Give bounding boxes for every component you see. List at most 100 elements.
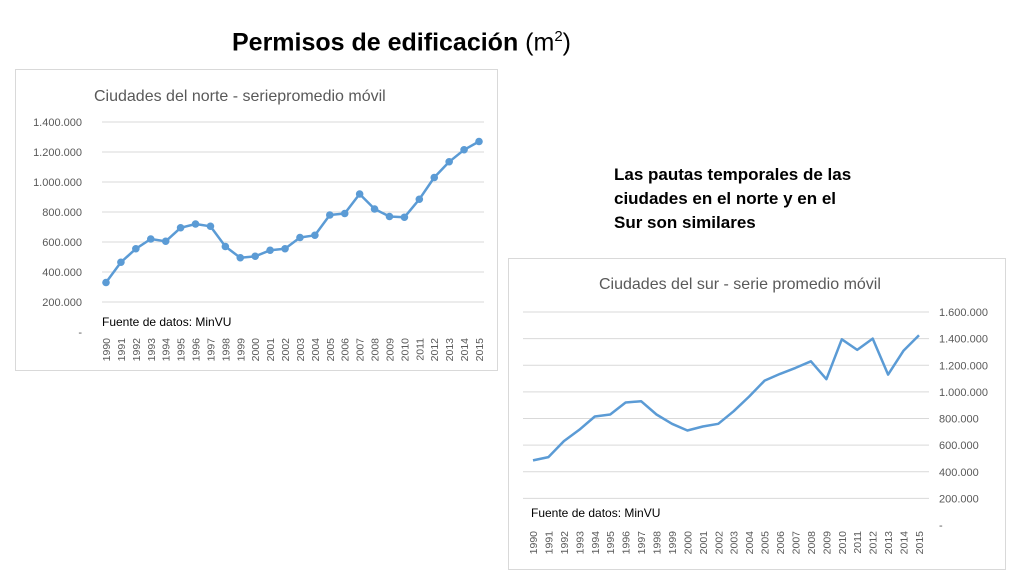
north-x-tick-label: 2008 xyxy=(370,338,382,362)
conclusion-note: Las pautas temporales de las ciudades en… xyxy=(614,165,852,232)
south-x-tick-label: 1998 xyxy=(652,531,664,555)
north-x-tick-label: 2000 xyxy=(250,338,262,362)
south-x-tick-label: 1996 xyxy=(621,531,633,555)
south-x-tick-label: 1995 xyxy=(605,531,617,555)
south-x-tick-label: 2000 xyxy=(682,531,694,555)
north-data-point xyxy=(281,244,289,253)
north-data-point xyxy=(221,242,230,251)
south-y-tick-label: 1.400.000 xyxy=(939,334,988,346)
north-x-tick-label: 2004 xyxy=(310,338,322,362)
north-data-point xyxy=(146,235,155,243)
south-y-tick-label: 1.200.000 xyxy=(939,360,988,372)
north-x-tick-label: 2013 xyxy=(444,338,456,362)
north-x-tick-label: 2010 xyxy=(399,338,411,362)
south-x-tick-label: 2014 xyxy=(899,531,911,555)
north-x-tick-label: 1995 xyxy=(176,338,188,362)
south-x-tick-label: 2005 xyxy=(760,531,772,555)
north-x-tick-label: 1997 xyxy=(205,338,217,362)
south-series-line xyxy=(532,334,920,462)
north-data-point xyxy=(206,222,215,231)
south-x-tick-label: 1993 xyxy=(574,531,586,555)
north-x-tick-label: 2009 xyxy=(384,338,396,362)
north-x-tick-label: 1991 xyxy=(116,338,128,362)
north-data-point xyxy=(251,252,259,261)
south-x-tick-label: 1991 xyxy=(543,531,555,555)
south-y-tick-label: 200.000 xyxy=(939,493,979,505)
south-x-tick-label: 2004 xyxy=(744,531,756,555)
south-x-tick-label: 2009 xyxy=(821,531,833,555)
north-x-tick-label: 1999 xyxy=(235,338,247,362)
north-x-tick-label: 2011 xyxy=(414,338,426,361)
north-chart-title: Ciudades del norte - seriepromedio móvil xyxy=(94,88,386,105)
north-x-tick-label: 2001 xyxy=(265,338,277,362)
north-y-tick-label: 600.000 xyxy=(42,237,82,249)
south-chart-panel: Ciudades del sur - serie promedio móvil -… xyxy=(508,258,1006,570)
south-source-note: Fuente de datos: MinVU xyxy=(531,506,660,520)
north-data-point xyxy=(176,223,185,232)
south-y-tick-label: 1.600.000 xyxy=(939,307,988,319)
north-data-point xyxy=(132,244,140,253)
north-x-tick-label: 1993 xyxy=(146,338,158,362)
north-data-point xyxy=(236,253,245,262)
north-y-tick-label: 1.000.000 xyxy=(33,177,82,189)
north-data-point xyxy=(385,212,394,221)
north-x-tick-label: 1990 xyxy=(101,338,113,362)
south-x-tick-label: 2002 xyxy=(713,531,725,555)
south-x-tick-label: 2012 xyxy=(868,531,880,555)
north-x-tick-label: 2007 xyxy=(355,338,367,362)
south-x-tick-label: 2010 xyxy=(837,531,849,555)
north-x-tick-label: 2005 xyxy=(325,338,337,362)
north-x-tick-label: 2012 xyxy=(429,338,441,362)
north-y-tick-label: 800.000 xyxy=(42,207,82,219)
north-x-tick-label: 1996 xyxy=(191,338,203,362)
south-chart-title: Ciudades del sur - serie promedio móvil xyxy=(599,276,881,293)
north-data-point xyxy=(161,237,170,246)
north-y-tick-label: 1.200.000 xyxy=(33,147,82,159)
south-x-tick-label: 2006 xyxy=(775,531,787,555)
south-y-tick-label: 400.000 xyxy=(939,467,979,479)
south-y-tick-label: 800.000 xyxy=(939,414,979,426)
north-data-point xyxy=(340,209,349,218)
north-x-tick-label: 2003 xyxy=(295,338,307,362)
north-data-point xyxy=(355,190,364,198)
south-x-tick-label: 1994 xyxy=(590,531,602,555)
south-y-tick-label: 1.000.000 xyxy=(939,387,988,399)
south-x-tick-label: 1997 xyxy=(636,531,648,555)
south-x-tick-label: 1999 xyxy=(667,531,679,555)
slide-title-unit: (m xyxy=(525,28,555,57)
north-chart: Ciudades del norte - seriepromedio móvil… xyxy=(33,88,486,362)
south-chart: Ciudades del sur - serie promedio móvil -… xyxy=(523,276,988,555)
north-data-point xyxy=(311,231,319,240)
north-x-tick-label: 2015 xyxy=(474,338,486,362)
slide-title-superscript: 2 xyxy=(554,28,563,45)
north-data-point xyxy=(266,246,274,255)
north-data-point xyxy=(191,220,200,228)
north-data-point xyxy=(102,278,110,287)
north-y-tick-label: 200.000 xyxy=(42,297,82,309)
south-x-tick-label: 2001 xyxy=(698,531,710,555)
north-data-point xyxy=(326,211,334,219)
south-x-tick-label: 1990 xyxy=(528,531,540,555)
south-x-tick-label: 1992 xyxy=(559,531,571,555)
north-chart-panel: Ciudades del norte - seriepromedio móvil… xyxy=(15,69,498,371)
slide-title-close: ) xyxy=(562,28,571,57)
north-data-point xyxy=(475,137,483,146)
south-x-tick-label: 2003 xyxy=(729,531,741,555)
north-data-point xyxy=(370,205,379,213)
north-x-tick-label: 1998 xyxy=(220,338,232,362)
north-data-point xyxy=(445,157,453,166)
north-data-point xyxy=(400,213,409,222)
north-x-tick-label: 1994 xyxy=(161,338,173,362)
slide-title: Permisos de edificación (m2) xyxy=(232,28,571,57)
north-y-tick-label: 1.400.000 xyxy=(33,117,82,129)
slide-title-main: Permisos de edificación xyxy=(232,28,519,57)
north-y-tick-label: 400.000 xyxy=(42,267,82,279)
south-x-tick-label: 2015 xyxy=(914,531,926,555)
north-data-point xyxy=(117,258,125,267)
north-data-point xyxy=(296,233,304,242)
south-x-tick-label: 2013 xyxy=(883,531,895,555)
north-data-point xyxy=(430,173,439,182)
north-data-point xyxy=(415,195,424,204)
north-source-note: Fuente de datos: MinVU xyxy=(102,315,231,329)
north-y-tick-label: - xyxy=(78,327,82,339)
